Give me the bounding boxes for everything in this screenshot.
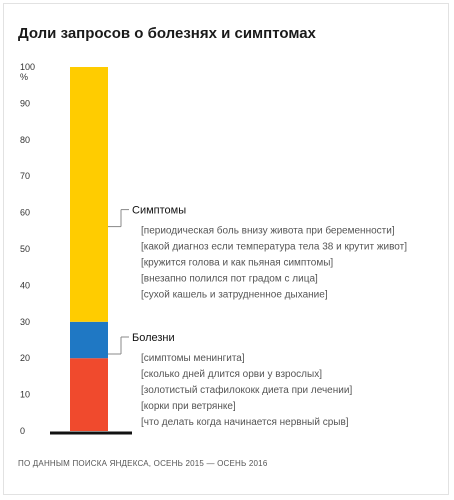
y-tick-label: 100 <box>20 62 35 72</box>
annotation-label: Симптомы <box>132 205 186 217</box>
bar-segment <box>70 358 108 431</box>
y-tick-label: 0 <box>20 426 25 436</box>
bar-segments <box>70 67 108 431</box>
y-tick-label: 60 <box>20 208 30 218</box>
y-tick-label: 10 <box>20 390 30 400</box>
annotation-label: Болезни <box>132 332 175 344</box>
query-item: [что делать когда начинается нервный сры… <box>141 417 349 428</box>
query-item: [периодическая боль внизу живота при бер… <box>141 225 395 237</box>
y-unit-label: % <box>20 72 28 82</box>
query-item: [золотистый стафилококк диета при лечени… <box>141 384 352 396</box>
query-item: [корки при ветрянке] <box>141 401 236 412</box>
y-tick-label: 80 <box>20 135 30 145</box>
bar-segment <box>70 321 108 359</box>
y-tick-label: 70 <box>20 171 30 181</box>
chart-title: Доли запросов о болезнях и симптомах <box>18 25 317 42</box>
query-item: [внезапно полился пот градом с лица] <box>141 274 318 285</box>
y-tick-label: 20 <box>20 353 30 363</box>
query-item: [какой диагноз если температура тела 38 … <box>141 242 407 253</box>
bar-segment <box>70 67 108 322</box>
y-tick-label: 40 <box>20 280 30 290</box>
query-item: [симптомы менингита] <box>141 353 245 364</box>
y-axis: 0 10 20 30 40 50 60 70 80 90 100 <box>20 62 35 436</box>
y-tick-label: 50 <box>20 244 30 254</box>
y-tick-label: 30 <box>20 317 30 327</box>
y-tick-label: 90 <box>20 98 30 108</box>
query-item: [кружится голова и как пьяная симптомы] <box>141 258 333 269</box>
chart-frame <box>3 3 449 495</box>
query-item: [сухой кашель и затрудненное дыхание] <box>141 290 328 301</box>
query-item: [сколько дней длится орви у взрослых] <box>141 369 322 380</box>
annotations: Симптомы [периодическая боль внизу живота… <box>108 205 407 428</box>
source-note: ПО ДАННЫМ ПОИСКА ЯНДЕКСА, ОСЕНЬ 2015 — О… <box>18 459 268 468</box>
